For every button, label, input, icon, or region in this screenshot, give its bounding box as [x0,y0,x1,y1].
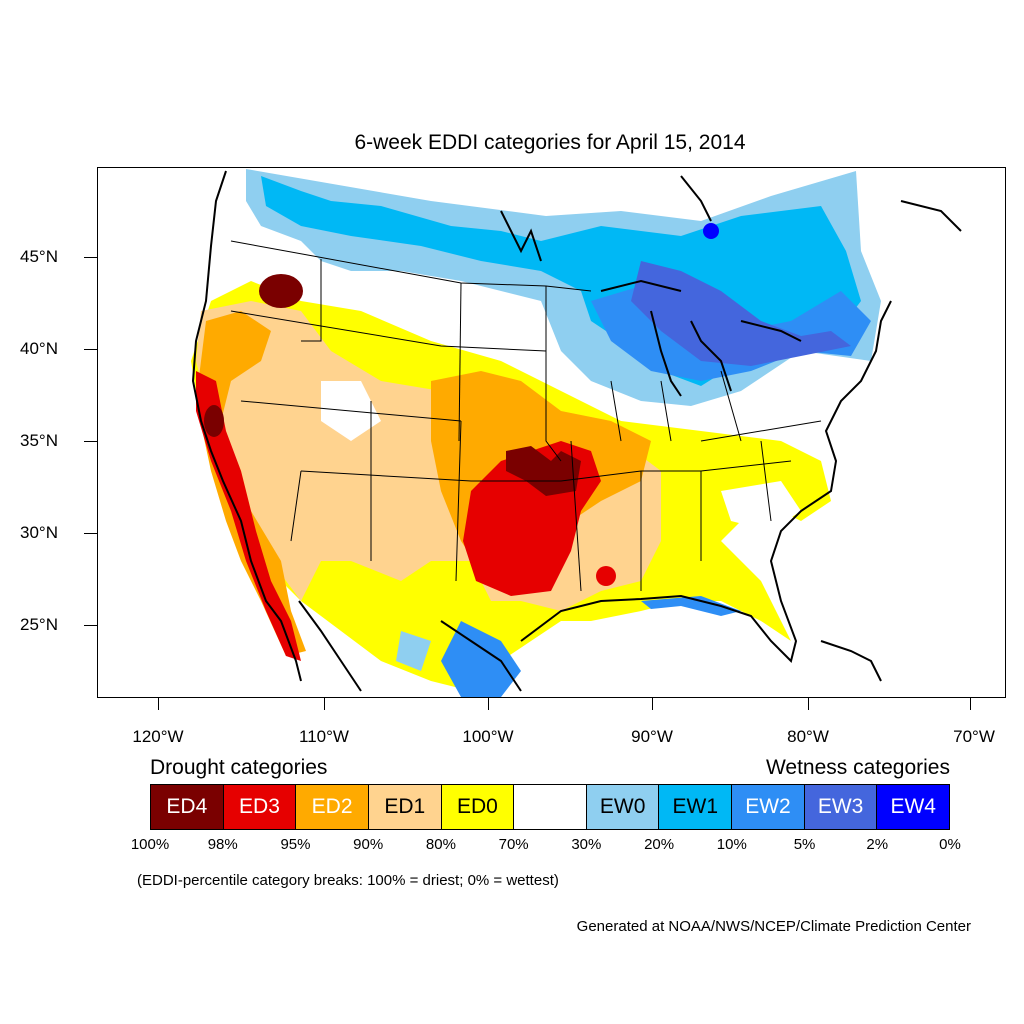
drought-region-ed4-kansas [506,446,581,496]
legend-box-ew4: EW4 [877,785,950,829]
lon-label-90: 90°W [631,727,673,746]
lat-label-30: 30°N [20,523,58,542]
lon-label-70: 70°W [953,727,995,746]
legend-box-ew3: EW3 [804,785,878,829]
legend-box-ed0: ED0 [441,785,515,829]
drought-categories-label: Drought categories [150,756,328,779]
lat-tick [84,625,97,626]
percentile-label: 5% [793,836,816,853]
drought-region-ed2 [196,311,306,656]
percentile-label: 70% [498,836,529,853]
percentile-label: 20% [644,836,675,853]
lon-tick [324,697,325,710]
lon-label-80: 80°W [787,727,829,746]
legend-box-ed1: ED1 [368,785,442,829]
category-breaks-note: (EDDI-percentile category breaks: 100% =… [137,872,559,889]
lon-tick [158,697,159,710]
state-boundaries [230,240,822,592]
lat-tick [84,349,97,350]
lat-tick [84,533,97,534]
legend-box-ew0: EW0 [586,785,660,829]
legend-box-ew1: EW1 [659,785,733,829]
eddi-map [97,167,1006,698]
legend-box-ed3: ED3 [223,785,297,829]
wet-region-gulf [441,621,521,697]
lat-label-35: 35°N [20,431,58,450]
lat-label-25: 25°N [20,615,58,634]
percentile-label: 80% [425,836,456,853]
percentile-label: 95% [280,836,311,853]
drought-region-ed4-idaho [259,274,303,308]
lat-tick [84,441,97,442]
percentile-label: 100% [130,836,170,853]
lat-tick [84,257,97,258]
legend-box-ed2: ED2 [296,785,369,829]
drought-region-ed4-california [204,405,224,437]
lat-label-45: 45°N [20,247,58,266]
legend-box-neutral [514,785,587,829]
wet-region-core-2 [631,261,851,366]
lon-tick [652,697,653,710]
legend-box-ed4: ED4 [151,785,224,829]
percentile-label: 30% [571,836,602,853]
percentile-label: 10% [716,836,747,853]
percentile-label: 0% [939,836,961,853]
lon-label-120: 120°W [132,727,184,746]
coastlines [191,170,962,692]
percentile-label: 90% [353,836,384,853]
credit-text: Generated at NOAA/NWS/NCEP/Climate Predi… [576,918,971,935]
legend-box-ew2: EW2 [732,785,805,829]
wetness-categories-label: Wetness categories [765,756,950,779]
category-legend: ED4 ED3 ED2 ED1 ED0 EW0 EW1 EW2 EW3 EW4 [150,784,950,830]
map-title: 6-week EDDI categories for April 15, 201… [354,131,746,154]
lon-label-110: 110°W [299,727,349,746]
lat-label-40: 40°N [20,339,58,358]
percentile-label: 98% [207,836,238,853]
percentile-label: 2% [866,836,889,853]
lon-label-100: 100°W [462,727,514,746]
lon-tick [970,697,971,710]
lon-tick [488,697,489,710]
lon-tick [808,697,809,710]
drought-region-ed3-west [196,371,301,661]
